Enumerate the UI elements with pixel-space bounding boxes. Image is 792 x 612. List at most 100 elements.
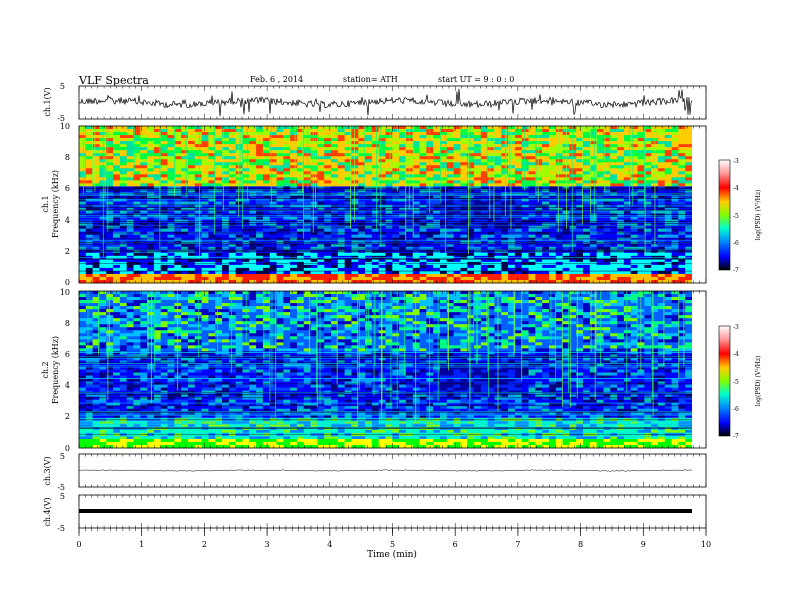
ch1-spectrogram-cell xyxy=(147,210,155,214)
ch1-spectrogram-cell xyxy=(228,273,236,278)
ch1-spectrogram-cell xyxy=(85,162,93,166)
ch1-spectrogram-cell xyxy=(242,174,250,178)
ch1-spectrogram-cell xyxy=(433,144,441,148)
ch1-spectrogram-cell xyxy=(153,177,162,181)
ch1-spectrogram-cell xyxy=(296,141,305,145)
ch1-spectrogram-cell xyxy=(290,156,298,160)
ch1-spectrogram-cell xyxy=(256,222,264,226)
ch1-spectrogram-cell xyxy=(487,225,495,229)
ch1-spectrogram-cell xyxy=(194,276,202,281)
ch1-spectrogram-cell xyxy=(487,231,495,235)
ch1-spectrogram-cell xyxy=(310,138,318,142)
ch1-spectrogram-cell xyxy=(249,258,257,263)
ch1-spectrogram-cell xyxy=(535,267,543,272)
ch1-spectrogram-cell xyxy=(167,228,175,232)
ch1-spectrogram-cell xyxy=(467,252,475,257)
ch1-spectrogram-cell xyxy=(119,162,127,166)
ch1-spectrogram-cell xyxy=(535,213,543,217)
ch1-spectrogram-cell xyxy=(623,270,631,275)
ch1-spectrogram-cell xyxy=(419,213,427,217)
ch1-spectrogram-cell xyxy=(126,159,134,163)
ch1-spectrogram-cell xyxy=(337,138,345,142)
ch1-spectrogram-cell xyxy=(385,189,393,193)
ch1-spectrogram-cell xyxy=(126,144,134,148)
ch1-spectrogram-cell xyxy=(365,168,373,172)
ch1-spectrogram-cell xyxy=(344,147,352,151)
ch1-spectrogram-cell xyxy=(412,126,420,130)
ch1-spectrogram-cell xyxy=(194,159,202,163)
ch1-spectrogram-cell xyxy=(296,252,305,257)
ch1-spectrogram-cell xyxy=(249,195,257,199)
ch1-spectrogram-cell xyxy=(283,237,291,242)
ch1-spectrogram-cell xyxy=(514,276,523,281)
ch1-spectrogram-cell xyxy=(269,252,277,257)
ch1-spectrogram-cell xyxy=(467,210,475,214)
ch1-spectrogram-cell xyxy=(358,129,366,133)
ch1-spectrogram-cell xyxy=(215,225,223,229)
ch1-spectrogram-cell xyxy=(514,183,523,187)
ch1-spectrogram-cell xyxy=(542,141,550,145)
ch1-spectrogram-cell xyxy=(494,141,502,145)
ch1-spectrogram-cell xyxy=(228,237,236,242)
ch1-spectrogram-cell xyxy=(126,195,134,199)
ch1-spectrogram-cell xyxy=(296,144,305,148)
ch1-spectrogram-cell xyxy=(106,165,114,169)
ch1-spectrogram-cell xyxy=(392,171,400,175)
ch1-spectrogram-cell xyxy=(446,183,454,187)
ch1-spectrogram-cell xyxy=(657,135,666,139)
ch1-spectrogram-cell xyxy=(351,237,359,242)
ch1-spectrogram-cell xyxy=(256,216,264,220)
ch1-spectrogram-cell xyxy=(548,237,557,242)
ch1-spectrogram-cell xyxy=(610,222,618,226)
ch1-spectrogram-cell xyxy=(439,273,448,278)
ch1-spectrogram-cell xyxy=(412,279,420,284)
ch1-spectrogram-cell xyxy=(174,222,182,226)
ch1-spectrogram-cell xyxy=(153,126,162,130)
ch1-spectrogram-cell xyxy=(548,177,557,181)
ch1-spectrogram-cell xyxy=(514,213,523,217)
ch1-spectrogram-cell xyxy=(671,135,679,139)
ch1-spectrogram-cell xyxy=(412,246,420,251)
ch1-spectrogram-cell xyxy=(187,237,196,242)
ch1-spectrogram-cell xyxy=(569,159,577,163)
ch1-spectrogram-cell xyxy=(494,252,502,257)
ch1-spectrogram-cell xyxy=(351,147,359,151)
ch1-spectrogram-cell xyxy=(439,150,448,154)
ch1-spectrogram-cell xyxy=(337,171,345,175)
ch1-spectrogram-cell xyxy=(194,138,202,142)
ch1-spectrogram-cell xyxy=(467,135,475,139)
ch1-spectrogram-cell xyxy=(181,159,189,163)
ch1-spectrogram-cell xyxy=(153,279,162,284)
ch1-spectrogram-cell xyxy=(85,171,93,175)
ch1-spectrogram-cell xyxy=(446,216,454,220)
ch1-spectrogram-cell xyxy=(671,183,679,187)
ch1-spectrogram-cell xyxy=(603,153,611,157)
ch1-spectrogram-cell xyxy=(119,279,127,284)
ch1-spectrogram-cell xyxy=(460,228,468,232)
ch1-spectrogram-cell xyxy=(678,165,686,169)
ch1-spectrogram-cell xyxy=(167,267,175,272)
ch1-spectrogram-cell xyxy=(106,267,114,272)
ch1-spectrogram-cell xyxy=(508,273,516,278)
ch1-spectrogram-cell xyxy=(303,162,311,166)
ch1-spectrogram-cell xyxy=(269,156,277,160)
ch1-spectrogram-cell xyxy=(351,276,359,281)
ch1-spectrogram-cell xyxy=(187,135,196,139)
ch1-spectrogram-cell xyxy=(140,168,148,172)
ch1-spectrogram-cell xyxy=(358,159,366,163)
ch1-spectrogram-cell xyxy=(664,159,672,163)
ch1-spectrogram-cell xyxy=(222,267,230,272)
ch1-spectrogram-cell xyxy=(249,132,257,136)
ch1-spectrogram-cell xyxy=(678,237,686,242)
ch1-spectrogram-cell xyxy=(296,234,305,239)
ch1-spectrogram-cell xyxy=(603,243,611,248)
ch1-spectrogram-cell xyxy=(317,168,325,172)
ch1-spectrogram-cell xyxy=(405,225,414,229)
ch1-spectrogram-cell xyxy=(528,168,536,172)
ch1-spectrogram-cell xyxy=(562,264,570,269)
ch1-spectrogram-cell xyxy=(249,225,257,229)
ch1-spectrogram-cell xyxy=(439,177,448,181)
ch1-spectrogram-cell xyxy=(535,159,543,163)
ch1-spectrogram-cell xyxy=(249,222,257,226)
ch1-spectrogram-cell xyxy=(480,168,488,172)
